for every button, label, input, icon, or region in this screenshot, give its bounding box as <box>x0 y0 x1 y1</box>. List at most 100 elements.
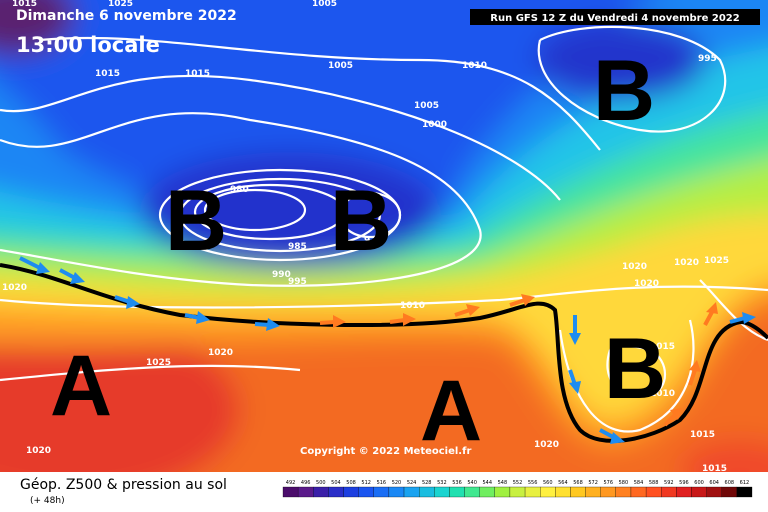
pressure-center: A <box>50 338 112 434</box>
isobar-label: 995 <box>288 277 307 287</box>
legend-label: 524 <box>407 480 417 486</box>
legend-swatch <box>358 486 374 498</box>
legend-swatch <box>282 486 299 498</box>
legend-swatch <box>540 486 556 498</box>
isobar-label: 980 <box>230 185 249 195</box>
isobar-label: 1025 <box>146 358 171 368</box>
isobar-label: 1015 <box>702 464 727 474</box>
isobar-label: 1000 <box>422 120 447 130</box>
isobar-label: 1010 <box>462 61 487 71</box>
legend-swatch <box>419 486 435 498</box>
isobar-label: 1010 <box>400 301 425 311</box>
legend-label: 588 <box>649 480 659 486</box>
legend-label: 612 <box>740 480 750 486</box>
legend: 492 496 500 504 508 512 516 520 524 528 532 536 540 5… <box>282 480 753 498</box>
legend-swatch <box>388 486 405 498</box>
legend-label: 548 <box>498 480 508 486</box>
isobar-label: 990 <box>272 270 291 280</box>
legend-swatch <box>691 486 707 498</box>
legend-swatch <box>585 486 601 498</box>
legend-label: 608 <box>725 480 735 486</box>
legend-label: 520 <box>392 480 402 486</box>
isobar-label: 1020 <box>26 446 51 456</box>
legend-label: 536 <box>452 480 462 486</box>
run-label: Run GFS 12 Z du Vendredi 4 novembre 2022 <box>490 13 739 24</box>
legend-swatch <box>676 486 692 498</box>
legend-swatch <box>434 486 450 498</box>
isobar-label: 1005 <box>312 0 337 9</box>
isobar-label: 1015 <box>690 430 715 440</box>
isobar-label: 995 <box>698 54 717 64</box>
isobar-label: 1020 <box>674 258 699 268</box>
legend-swatch <box>479 486 495 498</box>
legend-label: 540 <box>467 480 477 486</box>
legend-label: 572 <box>588 480 598 486</box>
legend-swatch <box>297 486 314 498</box>
isobar-label: 1020 <box>208 348 233 358</box>
legend-label: 552 <box>513 480 523 486</box>
time-label: 13:00 locale <box>16 33 160 57</box>
legend-swatch <box>509 486 526 498</box>
pressure-center: B <box>165 173 227 269</box>
isobar-label: 1015 <box>650 342 675 352</box>
legend-label: 580 <box>619 480 629 486</box>
legend-label: 568 <box>573 480 583 486</box>
legend-label: 584 <box>634 480 644 486</box>
front-line <box>0 256 768 444</box>
isobar-labels: 1015 1025 1005 1015 1015 1005 1010 995 1005 1000 9… <box>2 0 729 474</box>
pressure-centers: B BBA A B <box>50 43 666 459</box>
isobar-label: 1025 <box>108 0 133 9</box>
legend-swatch <box>328 486 344 498</box>
legend-label: 492 <box>286 480 296 486</box>
pressure-center: B <box>593 43 655 139</box>
legend-swatch <box>373 486 390 498</box>
isobar-label: 1020 <box>2 283 27 293</box>
footer-lead: (+ 48h) <box>30 496 65 506</box>
legend-swatch <box>600 486 616 498</box>
isobar-label: 1025 <box>704 256 729 266</box>
legend-swatch <box>403 486 420 498</box>
isobar-label: 1020 <box>634 279 659 289</box>
legend-label: 532 <box>437 480 447 486</box>
isobar-label: 1010 <box>650 389 675 399</box>
isobar-label: 1020 <box>622 262 647 272</box>
legend-swatch <box>721 486 738 498</box>
isobar-label: 985 <box>288 242 307 252</box>
isobar-label: 1005 <box>414 101 439 111</box>
date-label: Dimanche 6 novembre 2022 <box>16 8 237 24</box>
legend-label: 596 <box>679 480 689 486</box>
pressure-center: B <box>330 173 392 269</box>
legend-label: 500 <box>316 480 326 486</box>
legend-swatch <box>706 486 722 498</box>
legend-label: 564 <box>558 480 568 486</box>
isobar-label: 1015 <box>12 0 37 9</box>
footer-title: Géop. Z500 & pression au sol <box>20 477 227 493</box>
legend-label: 528 <box>422 480 432 486</box>
legend-label: 496 <box>301 480 311 486</box>
isobar-label: 970 <box>364 236 383 246</box>
legend-swatch <box>313 486 329 498</box>
legend-label: 576 <box>604 480 614 486</box>
legend-swatch <box>615 486 632 498</box>
legend-label: 560 <box>543 480 553 486</box>
legend-label: 504 <box>331 480 341 486</box>
run-box <box>470 9 760 25</box>
legend-label: 592 <box>664 480 674 486</box>
legend-swatch <box>645 486 662 498</box>
legend-label: 508 <box>346 480 356 486</box>
isobar-label: 1015 <box>185 69 210 79</box>
legend-swatch <box>524 486 541 498</box>
legend-swatch <box>449 486 465 498</box>
legend-swatch <box>555 486 571 498</box>
legend-swatch <box>570 486 586 498</box>
legend-swatch <box>343 486 359 498</box>
legend-swatch <box>494 486 511 498</box>
copyright: Copyright © 2022 Meteociel.fr <box>300 446 471 457</box>
legend-swatch <box>736 486 753 498</box>
isobar-label: 1005 <box>328 61 353 71</box>
pressure-center: A <box>420 363 482 459</box>
legend-label: 556 <box>528 480 538 486</box>
